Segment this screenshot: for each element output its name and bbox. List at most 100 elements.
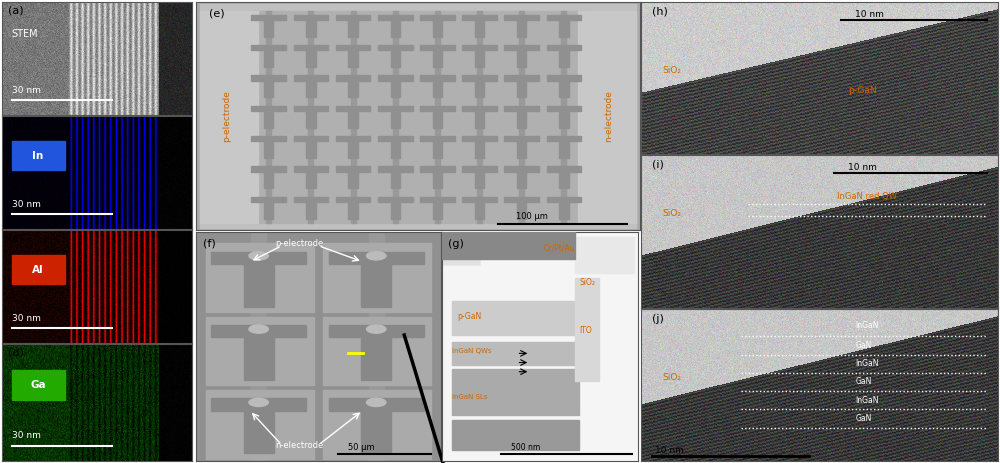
Bar bbox=[294, 196, 328, 202]
Bar bbox=[306, 171, 316, 188]
Bar bbox=[433, 80, 442, 97]
Text: (h): (h) bbox=[652, 6, 668, 17]
Text: (d): (d) bbox=[8, 348, 24, 357]
Bar bbox=[211, 398, 306, 411]
Bar bbox=[251, 166, 286, 172]
Bar bbox=[294, 166, 328, 172]
Bar bbox=[206, 317, 314, 385]
Bar bbox=[433, 201, 442, 219]
Text: (j): (j) bbox=[652, 313, 664, 324]
Text: SiO₂: SiO₂ bbox=[662, 66, 681, 75]
Bar bbox=[462, 45, 497, 50]
Text: GaN: GaN bbox=[855, 414, 872, 423]
Bar bbox=[504, 15, 539, 20]
Bar bbox=[504, 106, 539, 111]
Bar bbox=[251, 15, 286, 20]
Bar bbox=[435, 11, 440, 223]
Text: 500 nm: 500 nm bbox=[511, 443, 540, 452]
Bar bbox=[306, 140, 316, 158]
Bar bbox=[547, 196, 581, 202]
Bar bbox=[420, 75, 455, 81]
Bar bbox=[378, 45, 413, 50]
Bar bbox=[475, 201, 484, 219]
Text: InGaN QWs: InGaN QWs bbox=[452, 348, 491, 354]
Bar bbox=[294, 75, 328, 81]
Bar bbox=[517, 19, 526, 37]
Bar bbox=[244, 408, 274, 453]
Text: Cr/Pt/Au: Cr/Pt/Au bbox=[544, 244, 576, 252]
Bar bbox=[12, 141, 65, 170]
Bar bbox=[519, 11, 524, 223]
Bar bbox=[391, 80, 400, 97]
Bar bbox=[251, 106, 286, 111]
Bar bbox=[336, 196, 370, 202]
Bar bbox=[559, 19, 569, 37]
Bar bbox=[294, 106, 328, 111]
Bar bbox=[266, 11, 271, 223]
Bar bbox=[294, 45, 328, 50]
Bar bbox=[504, 75, 539, 81]
Bar bbox=[323, 244, 431, 312]
Bar bbox=[452, 300, 579, 335]
Text: p-electrode: p-electrode bbox=[223, 90, 232, 142]
Bar bbox=[211, 325, 306, 338]
Bar bbox=[547, 136, 581, 141]
Text: 30 nm: 30 nm bbox=[12, 200, 40, 209]
Bar bbox=[559, 140, 569, 158]
Text: SiO₂: SiO₂ bbox=[662, 209, 681, 218]
Bar bbox=[336, 45, 370, 50]
Bar bbox=[378, 75, 413, 81]
Bar bbox=[361, 335, 391, 380]
Bar bbox=[575, 237, 634, 273]
Bar bbox=[559, 110, 569, 128]
Bar bbox=[251, 75, 286, 81]
Bar bbox=[559, 50, 569, 67]
Bar bbox=[433, 140, 442, 158]
Bar bbox=[393, 11, 398, 223]
Bar bbox=[475, 50, 484, 67]
Text: (a): (a) bbox=[8, 6, 23, 15]
Bar bbox=[517, 110, 526, 128]
Text: InGaN SLs: InGaN SLs bbox=[452, 394, 487, 400]
Bar bbox=[517, 80, 526, 97]
Text: (e): (e) bbox=[209, 9, 225, 19]
Bar bbox=[200, 11, 258, 223]
Text: STEM: STEM bbox=[12, 29, 38, 38]
Bar bbox=[517, 50, 526, 67]
Bar bbox=[348, 80, 358, 97]
Bar bbox=[294, 136, 328, 141]
Bar bbox=[348, 50, 358, 67]
Bar bbox=[433, 110, 442, 128]
Bar bbox=[306, 80, 316, 97]
Bar bbox=[306, 201, 316, 219]
Bar bbox=[336, 106, 370, 111]
Bar bbox=[306, 110, 316, 128]
Bar bbox=[369, 232, 384, 461]
Text: 50 μm: 50 μm bbox=[348, 443, 375, 452]
Bar bbox=[462, 75, 497, 81]
Bar bbox=[323, 317, 431, 385]
Bar bbox=[336, 136, 370, 141]
Text: InGaN: InGaN bbox=[855, 396, 879, 405]
Bar bbox=[462, 15, 497, 20]
Bar bbox=[351, 11, 356, 223]
Bar bbox=[264, 50, 273, 67]
Polygon shape bbox=[442, 152, 638, 461]
Text: 30 nm: 30 nm bbox=[12, 313, 40, 323]
Bar bbox=[391, 140, 400, 158]
Text: n-electrode: n-electrode bbox=[604, 90, 613, 142]
Bar bbox=[475, 171, 484, 188]
Bar bbox=[420, 15, 455, 20]
Bar bbox=[475, 19, 484, 37]
Bar bbox=[391, 110, 400, 128]
Bar bbox=[329, 252, 424, 264]
Bar bbox=[264, 110, 273, 128]
Bar bbox=[547, 106, 581, 111]
Bar bbox=[547, 75, 581, 81]
Bar bbox=[391, 19, 400, 37]
Bar bbox=[378, 15, 413, 20]
Bar bbox=[547, 45, 581, 50]
Bar bbox=[433, 50, 442, 67]
Bar bbox=[452, 369, 579, 415]
Bar bbox=[420, 196, 455, 202]
